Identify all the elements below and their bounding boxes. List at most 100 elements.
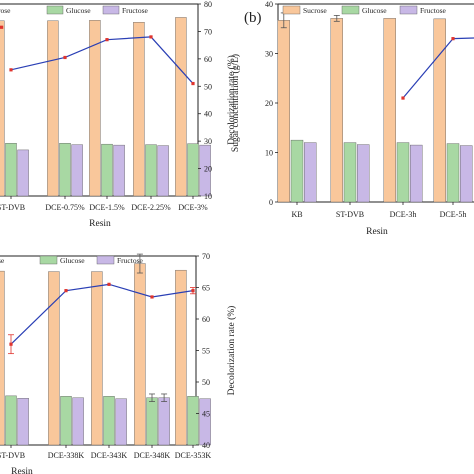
y-right-tick-label-7: 80 — [204, 0, 212, 9]
decolorization-point-0 — [9, 342, 13, 346]
bar-glucose-0 — [290, 139, 304, 203]
x-tick-label-1: ST-DVB — [336, 210, 364, 219]
legend-label-sucrose: rose — [0, 6, 11, 15]
bar-fructose-1 — [71, 144, 83, 197]
y-left-tick-label-1: 10 — [265, 149, 273, 158]
bar-fructose-3 — [158, 397, 170, 446]
x-tick-label-3: DCE-348K — [134, 451, 171, 460]
legend-label-fructose: Fructose — [122, 6, 149, 15]
y-left-tick-label-4: 40 — [265, 0, 273, 9]
y-right-tick-label-5: 65 — [202, 284, 210, 293]
y-right-tick-label-2: 50 — [202, 378, 210, 387]
legend-swatch-glucose — [341, 5, 360, 15]
decolorization-point-1 — [63, 55, 67, 60]
decolorization-point-3 — [149, 35, 153, 39]
y-right-tick-label-1: 20 — [204, 165, 212, 174]
x-tick-label-4: DCE-3% — [178, 203, 208, 212]
y-right-tick-label-4: 50 — [204, 82, 212, 91]
y-right-tick-label-1: 45 — [202, 410, 210, 419]
legend-label-glucose: Glucose — [362, 6, 387, 15]
decolorization-point-4 — [191, 81, 195, 86]
y-right-tick-label-3: 55 — [202, 347, 210, 356]
bar-glucose-4 — [187, 396, 199, 446]
bar-glucose-2 — [103, 396, 115, 446]
decolorization-point-0 — [9, 68, 13, 72]
y-axis-title-right: Decolorization rate (%) — [226, 306, 237, 396]
bar-glucose-2 — [396, 142, 410, 203]
y-right-tick-label-0: 40 — [202, 441, 210, 450]
bar-sucrose-3 — [433, 18, 446, 203]
bar-sucrose-1 — [47, 20, 59, 197]
bar-glucose-1 — [59, 142, 71, 197]
legend-label-fructose: Fructose — [420, 6, 447, 15]
legend-label-sucrose: Sucrose — [303, 6, 327, 15]
bar-fructose-0 — [17, 149, 29, 197]
x-tick-label-1: DCE-0.75% — [45, 203, 85, 212]
bar-fructose-4 — [199, 398, 211, 446]
bar-sucrose-2 — [91, 271, 103, 446]
bar-fructose-0 — [17, 398, 29, 446]
legend-a: rose Glucose Fructose — [0, 5, 149, 15]
y-right-tick-label-3: 40 — [204, 110, 212, 119]
y-right-tick-label-6: 70 — [202, 252, 210, 261]
x-axis-title: Resin — [89, 219, 111, 229]
panel-a: ST-DVB DCE-0.75% DCE-1.5% DCE-2.25% DCE-3% Re… — [0, 0, 237, 229]
legend-label-sucrose: se — [0, 256, 5, 265]
decolorization-point-3 — [150, 295, 154, 299]
x-tick-label-2: DCE-343K — [91, 451, 128, 460]
decolorization-point-1 — [64, 289, 68, 293]
bar-glucose-1 — [60, 396, 72, 446]
bar-fructose-4 — [199, 144, 211, 197]
bar-sucrose-4 — [175, 17, 187, 197]
y-right-tick-label-4: 60 — [202, 315, 210, 324]
bar-sucrose-0 — [277, 20, 290, 203]
x-axis-title: Resin — [11, 467, 33, 474]
legend-label-glucose: Glucose — [60, 256, 85, 265]
y-right-tick-label-6: 70 — [204, 27, 212, 36]
bar-sucrose-0 — [0, 270, 5, 446]
y-right-tick-label-0: 10 — [204, 192, 212, 201]
bar-glucose-0 — [5, 395, 17, 446]
legend-swatch-glucose — [46, 5, 64, 15]
y-axis-title-right: Decolorization rate (%) — [226, 55, 237, 145]
y-axis-title-left: Sugar concentration (g/L) — [230, 54, 241, 152]
bar-fructose-2 — [410, 144, 423, 203]
bar-fructose-2 — [113, 144, 125, 197]
bar-fructose-3 — [157, 145, 169, 197]
bar-sucrose-1 — [330, 18, 343, 203]
decolorization-point-2 — [107, 282, 111, 286]
bar-sucrose-0 — [0, 20, 5, 197]
decolorization-point-2 — [105, 38, 109, 42]
y-right-tick-label-2: 30 — [204, 137, 212, 146]
bar-sucrose-3 — [134, 263, 146, 446]
decolorization-point-1 — [451, 37, 455, 41]
x-tick-label-1: DCE-338K — [48, 451, 85, 460]
legend-label-fructose: Fructose — [117, 256, 144, 265]
legend-swatch-fructose — [102, 5, 120, 15]
decolorization-line — [10, 36, 194, 84]
bar-glucose-3 — [446, 143, 460, 203]
legend-c: se Glucose Fructose — [0, 255, 144, 265]
x-tick-label-3: DCE-2.25% — [131, 203, 171, 212]
bar-sucrose-4 — [175, 269, 187, 446]
y-left-tick-label-0: 0 — [269, 198, 273, 207]
legend-swatch-glucose — [39, 255, 58, 265]
y-right-tick-label-5: 60 — [204, 55, 212, 64]
legend-b: Sucrose Glucose Fructose — [282, 5, 447, 15]
bar-glucose-0 — [5, 142, 17, 197]
decolorization-point-4 — [191, 289, 195, 293]
bar-sucrose-3 — [133, 22, 145, 197]
x-tick-label-0: ST-DVB — [0, 451, 25, 460]
bar-glucose-1 — [343, 142, 357, 203]
bar-glucose-2 — [101, 143, 113, 197]
legend-swatch-fructose — [96, 255, 115, 265]
bar-fructose-1 — [357, 144, 370, 203]
bar-glucose-3 — [146, 397, 158, 446]
panel-c: ST-DVB DCE-338K DCE-343K DCE-348K DCE-353K Re… — [0, 252, 237, 474]
x-tick-label-0: ST-DVB — [0, 203, 25, 212]
legend-swatch-sucrose — [282, 5, 301, 15]
legend-swatch-fructose — [399, 5, 418, 15]
bar-sucrose-1 — [48, 271, 60, 446]
bar-sucrose-2 — [89, 20, 101, 197]
